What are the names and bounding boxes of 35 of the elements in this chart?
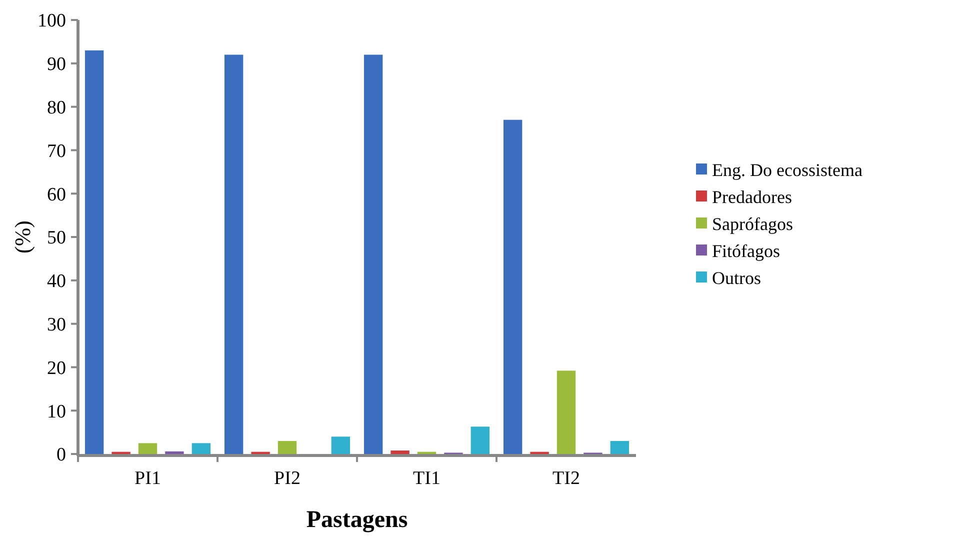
x-tick-label: TI2 [552,468,580,489]
bar [610,440,630,454]
bar [503,120,522,454]
legend-label: Outros [712,268,761,288]
x-axis-title: Pastagens [306,507,408,533]
legend-label: Eng. Do ecossistema [712,160,862,180]
bar [138,443,158,454]
x-tick-label: PI1 [134,468,161,489]
y-tick-label: 100 [38,10,66,32]
y-tick-label: 10 [47,401,66,422]
bar [278,440,297,454]
y-axis-title: (%) [10,220,35,254]
y-tick-label: 20 [47,358,66,379]
x-tick-label: TI1 [413,468,440,489]
y-tick-label: 70 [47,140,66,162]
bar [165,451,184,454]
bar [556,370,576,454]
bar [192,443,211,454]
legend-label: Saprófagos [712,214,793,234]
y-tick-label: 80 [47,97,66,118]
bar [390,450,410,454]
x-tick-label: PI2 [274,468,300,489]
bar [84,50,104,454]
y-tick-label: 90 [47,54,66,76]
y-tick-label: 40 [47,271,66,292]
y-tick-label: 0 [56,444,66,466]
bar [364,54,383,454]
bar [470,426,490,454]
legend-label: Predadores [712,186,792,207]
bar [224,54,244,454]
y-tick-label: 50 [47,228,66,249]
y-tick-label: 60 [47,184,66,206]
legend-label: Fitófagos [712,240,780,261]
bar [331,436,350,454]
y-tick-label: 30 [47,314,66,336]
